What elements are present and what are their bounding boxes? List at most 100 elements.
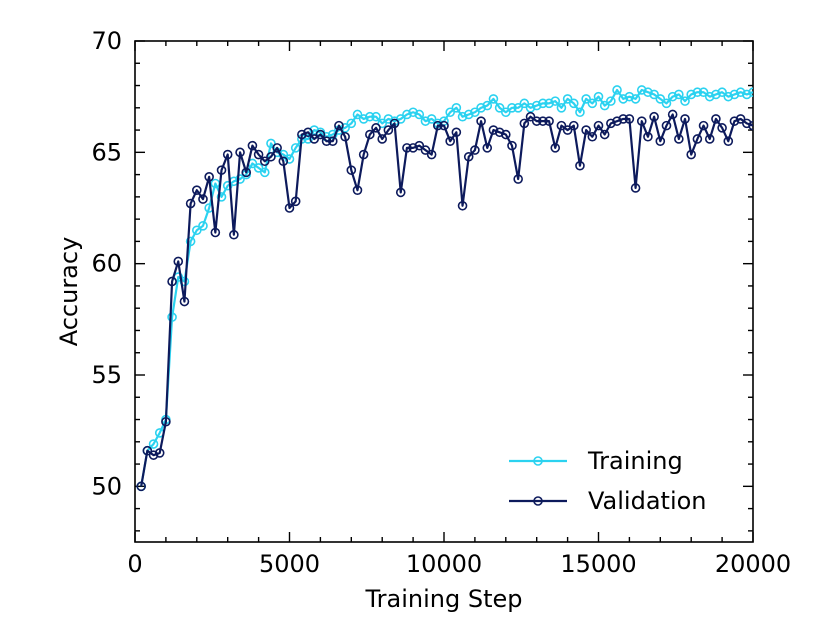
- data-point-training: [624, 91, 635, 102]
- data-point-validation: [395, 187, 406, 198]
- data-point-training: [476, 103, 486, 113]
- data-point-training: [735, 87, 746, 98]
- data-point-validation: [426, 149, 437, 160]
- data-point-training: [661, 98, 672, 109]
- data-point-validation: [185, 198, 196, 209]
- data-point-validation: [500, 129, 511, 140]
- data-point-validation: [377, 134, 388, 144]
- data-point-training: [674, 89, 684, 100]
- x-tick-label: 5000: [259, 550, 320, 578]
- data-point-training: [581, 94, 591, 104]
- x-tick-label: 0: [127, 550, 142, 578]
- data-point-training: [519, 98, 530, 109]
- data-point-validation: [148, 450, 159, 460]
- data-point-validation: [266, 151, 276, 162]
- data-point-validation: [494, 127, 505, 138]
- y-tick-label: 50: [91, 472, 122, 500]
- data-point-validation: [531, 116, 542, 126]
- data-point-validation: [358, 149, 369, 160]
- y-tick-label: 55: [91, 361, 122, 389]
- data-point-training: [717, 87, 727, 98]
- data-point-validation: [192, 185, 202, 195]
- data-point-validation: [735, 114, 746, 124]
- series-layer: [136, 85, 753, 492]
- data-point-validation: [445, 136, 455, 146]
- data-point-training: [606, 96, 616, 106]
- data-point-validation: [711, 114, 721, 124]
- data-point-training: [167, 312, 177, 322]
- data-point-training: [686, 89, 697, 100]
- data-point-training: [408, 107, 418, 118]
- data-point-validation: [575, 160, 585, 171]
- data-point-validation: [723, 136, 734, 146]
- series-line-validation: [140, 113, 753, 487]
- data-point-training: [655, 94, 666, 104]
- data-point-validation: [161, 416, 171, 427]
- data-point-validation: [309, 134, 320, 144]
- data-point-validation: [692, 134, 703, 144]
- data-point-validation: [259, 156, 270, 167]
- data-point-validation: [179, 296, 190, 307]
- x-tick-label: 20000: [715, 550, 791, 578]
- data-point-training: [185, 236, 196, 247]
- x-tick-label: 10000: [406, 550, 482, 578]
- data-point-validation: [538, 116, 548, 126]
- data-point-training: [371, 111, 381, 122]
- data-point-training: [365, 111, 375, 122]
- data-point-validation: [513, 174, 523, 184]
- data-point-validation: [340, 131, 350, 142]
- data-point-validation: [649, 111, 659, 122]
- data-point-validation: [742, 118, 752, 129]
- data-point-training: [729, 89, 740, 100]
- data-point-validation: [222, 149, 233, 160]
- data-point-training: [507, 103, 517, 113]
- data-point-validation: [624, 114, 635, 124]
- data-point-validation: [433, 120, 443, 131]
- data-point-validation: [402, 143, 412, 153]
- data-point-training: [457, 111, 468, 122]
- data-point-training: [192, 225, 202, 236]
- data-point-training: [463, 109, 474, 120]
- data-point-validation: [241, 167, 252, 178]
- data-point-validation: [606, 118, 616, 129]
- data-point-validation: [562, 125, 573, 135]
- data-point-validation: [383, 125, 394, 135]
- data-point-validation: [618, 114, 629, 124]
- data-point-validation: [599, 129, 610, 140]
- data-point-validation: [674, 134, 684, 144]
- data-point-validation: [488, 125, 499, 135]
- legend-label-training: Training: [587, 447, 683, 475]
- data-point-validation: [593, 120, 604, 131]
- data-point-training: [352, 109, 363, 120]
- data-point-validation: [204, 172, 214, 182]
- data-point-training: [723, 91, 734, 102]
- data-point-training: [377, 118, 388, 129]
- data-point-training: [612, 85, 622, 95]
- data-point-training: [643, 87, 653, 98]
- data-point-validation: [439, 120, 449, 131]
- data-point-validation: [352, 185, 363, 195]
- data-point-training: [284, 154, 295, 164]
- data-point-validation: [247, 140, 258, 151]
- data-point-validation: [470, 145, 480, 155]
- data-point-validation: [544, 116, 554, 126]
- data-point-training: [711, 89, 721, 100]
- data-point-validation: [630, 183, 641, 193]
- data-point-training: [742, 89, 752, 100]
- y-tick-label: 70: [91, 27, 122, 55]
- y-tick-label: 65: [91, 138, 122, 166]
- data-point-validation: [327, 136, 338, 146]
- data-point-training: [445, 107, 455, 118]
- data-point-validation: [643, 131, 653, 142]
- data-point-training: [531, 100, 542, 111]
- data-point-validation: [717, 123, 727, 133]
- data-point-training: [216, 192, 227, 202]
- data-point-validation: [612, 116, 622, 126]
- data-point-validation: [414, 140, 425, 151]
- data-point-training: [358, 114, 369, 124]
- data-point-training: [309, 125, 320, 135]
- axes: 0 5000 10000 15000 20000 50 55 60 65 70 Training S…: [55, 27, 791, 613]
- series-training: [136, 85, 753, 492]
- data-point-training: [587, 98, 598, 109]
- data-point-validation: [519, 118, 530, 129]
